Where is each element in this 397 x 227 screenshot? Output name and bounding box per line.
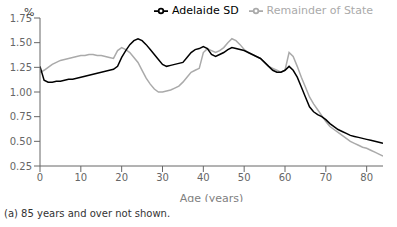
svg-text:10: 10	[74, 172, 87, 183]
svg-text:0: 0	[37, 172, 43, 183]
svg-text:80: 80	[360, 172, 373, 183]
html-text:Adelaide SD: Adelaide SD	[172, 4, 239, 17]
svg-text:20: 20	[115, 172, 128, 183]
svg-text:1.75: 1.75	[9, 12, 32, 24]
svg-text:1.00: 1.00	[10, 87, 32, 98]
svg-text:1.25: 1.25	[10, 62, 32, 73]
svg-text:70: 70	[319, 172, 332, 183]
svg-text:0.25: 0.25	[10, 161, 32, 172]
svg-text:1.50: 1.50	[10, 37, 32, 48]
svg-text:30: 30	[156, 172, 169, 183]
svg-text:0.75: 0.75	[10, 111, 32, 122]
html-text:Remainder of State: Remainder of State	[266, 4, 373, 17]
svg-text:Age (years): Age (years)	[180, 192, 244, 202]
svg-text:60: 60	[279, 172, 292, 183]
html-text:(a) 85 years and over not show: (a) 85 years and over not shown.	[4, 208, 171, 219]
svg-text:50: 50	[238, 172, 251, 183]
svg-text:0.50: 0.50	[10, 136, 32, 147]
svg-text:40: 40	[197, 172, 210, 183]
